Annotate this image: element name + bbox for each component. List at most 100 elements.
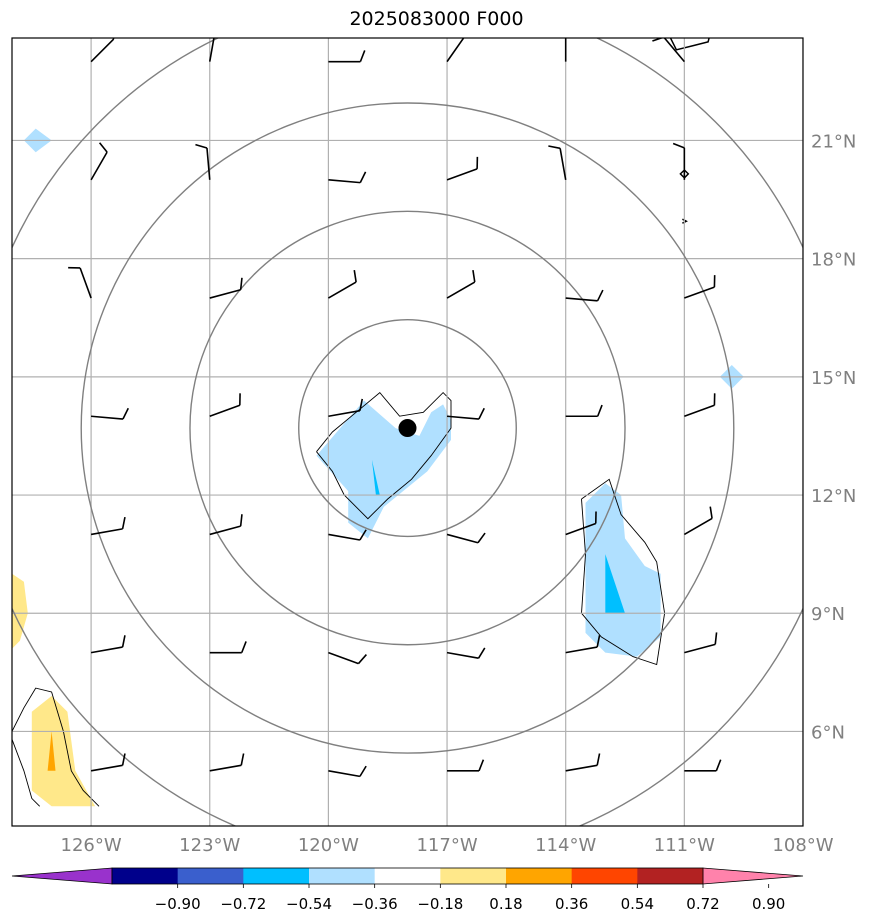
wind-barb <box>91 407 130 420</box>
barb-flag <box>359 50 366 62</box>
barb-shaft <box>684 286 715 299</box>
barb-flag <box>121 516 126 530</box>
barb-shaft <box>328 179 361 184</box>
colorbar-tick-label: −0.72 <box>220 895 266 913</box>
barb-shaft <box>328 770 361 778</box>
x-tick-label: 123°W <box>179 835 240 856</box>
wind-barb <box>446 532 486 544</box>
barb-shaft <box>209 404 241 417</box>
colorbar-bin <box>309 868 376 884</box>
filled-region-1 <box>371 459 380 495</box>
barb-shaft <box>446 651 479 659</box>
wind-barb <box>684 759 722 772</box>
storm-center-marker <box>398 419 417 438</box>
wind-barb <box>195 143 211 180</box>
barb-flag <box>652 38 664 42</box>
barb-shaft <box>684 643 716 654</box>
storm-center-dot <box>398 419 417 438</box>
y-tick-label: 21°N <box>811 131 856 152</box>
filled-region-2 <box>585 483 661 657</box>
x-tick-labels: 126°W 123°W 120°W 117°W 114°W 111°W 108°W <box>61 835 834 856</box>
barb-flag <box>459 25 466 35</box>
barb-shaft <box>802 533 803 535</box>
wind-barb <box>209 277 243 299</box>
colorbar-extend-low <box>11 867 113 885</box>
wind-barb <box>555 25 567 62</box>
wind-barb <box>209 393 241 417</box>
wind-barb <box>684 393 716 417</box>
barb-flag <box>239 277 243 290</box>
wind-barbs <box>68 24 837 778</box>
barb-shaft <box>802 297 803 299</box>
barb-shaft <box>446 168 478 181</box>
barb-shaft <box>802 770 803 771</box>
contour-line-3 <box>12 739 41 807</box>
barb-flag <box>359 529 367 541</box>
colorbar-bin <box>637 868 704 884</box>
wind-barb <box>209 753 245 772</box>
barb-shaft <box>328 409 361 418</box>
wind-barb <box>328 651 367 665</box>
barb-flag <box>596 289 604 302</box>
x-tick-label: 114°W <box>535 835 596 856</box>
range-rings <box>12 38 803 826</box>
barb-flag <box>478 759 485 772</box>
plot-area <box>12 24 837 826</box>
wind-barb <box>683 506 713 536</box>
wind-barb <box>205 24 215 62</box>
barb-flag <box>239 514 243 527</box>
wind-barb <box>328 765 367 778</box>
contour-line-1 <box>581 478 666 666</box>
colorbar-tick-label: −0.18 <box>417 895 463 913</box>
coastline-0 <box>669 38 710 51</box>
plot-frame <box>11 37 804 827</box>
barb-flag <box>835 754 837 766</box>
barb-flag <box>709 506 713 519</box>
barb-flag <box>555 25 566 29</box>
barb-shaft <box>446 533 479 544</box>
wind-barb <box>802 399 837 417</box>
y-tick-label: 9°N <box>811 604 845 625</box>
filled-region-6 <box>47 731 56 771</box>
barb-flag <box>205 24 215 30</box>
y-tick-label: 12°N <box>811 486 856 507</box>
barb-flag <box>835 281 837 293</box>
filled-contours <box>12 128 744 807</box>
wind-barb <box>90 142 108 181</box>
colorbar-bin <box>506 868 573 884</box>
barb-flag <box>715 759 722 772</box>
barb-shaft <box>91 415 124 420</box>
wind-barb <box>328 50 366 63</box>
barb-flag <box>357 654 367 665</box>
barb-shaft <box>206 147 211 180</box>
wind-barb <box>209 641 247 654</box>
barb-flag <box>359 398 364 411</box>
barb-flag <box>195 143 208 149</box>
chart-title: 2025083000 F000 <box>349 8 524 30</box>
barb-flag <box>835 399 837 411</box>
barb-shaft <box>565 764 598 772</box>
wind-barb <box>68 266 92 299</box>
y-tick-label: 6°N <box>811 722 845 743</box>
wind-barb <box>565 404 603 418</box>
barb-flag <box>121 635 126 648</box>
colorbar-tick-label: 0.90 <box>752 895 785 913</box>
barb-shaft <box>209 288 241 299</box>
barb-shaft <box>90 38 115 63</box>
colorbar-bin <box>374 868 441 884</box>
wind-barb <box>446 270 476 299</box>
barb-flag <box>835 44 837 56</box>
colorbar-tick-label: −0.36 <box>352 895 398 913</box>
colorbar-bin <box>243 868 310 884</box>
colorbar: −0.90 −0.72 −0.54 −0.36 −0.18 0.18 0.36 0.54 0.7… <box>11 867 804 913</box>
barb-shaft <box>565 522 597 536</box>
contour-lines <box>12 391 666 807</box>
colorbar-tick-label: 0.72 <box>686 895 719 913</box>
coastlines <box>669 38 710 224</box>
wind-barb <box>446 407 485 420</box>
x-tick-label: 120°W <box>298 835 359 856</box>
barb-flag <box>240 753 245 766</box>
x-tick-label: 126°W <box>61 835 122 856</box>
barb-shaft <box>208 38 215 62</box>
